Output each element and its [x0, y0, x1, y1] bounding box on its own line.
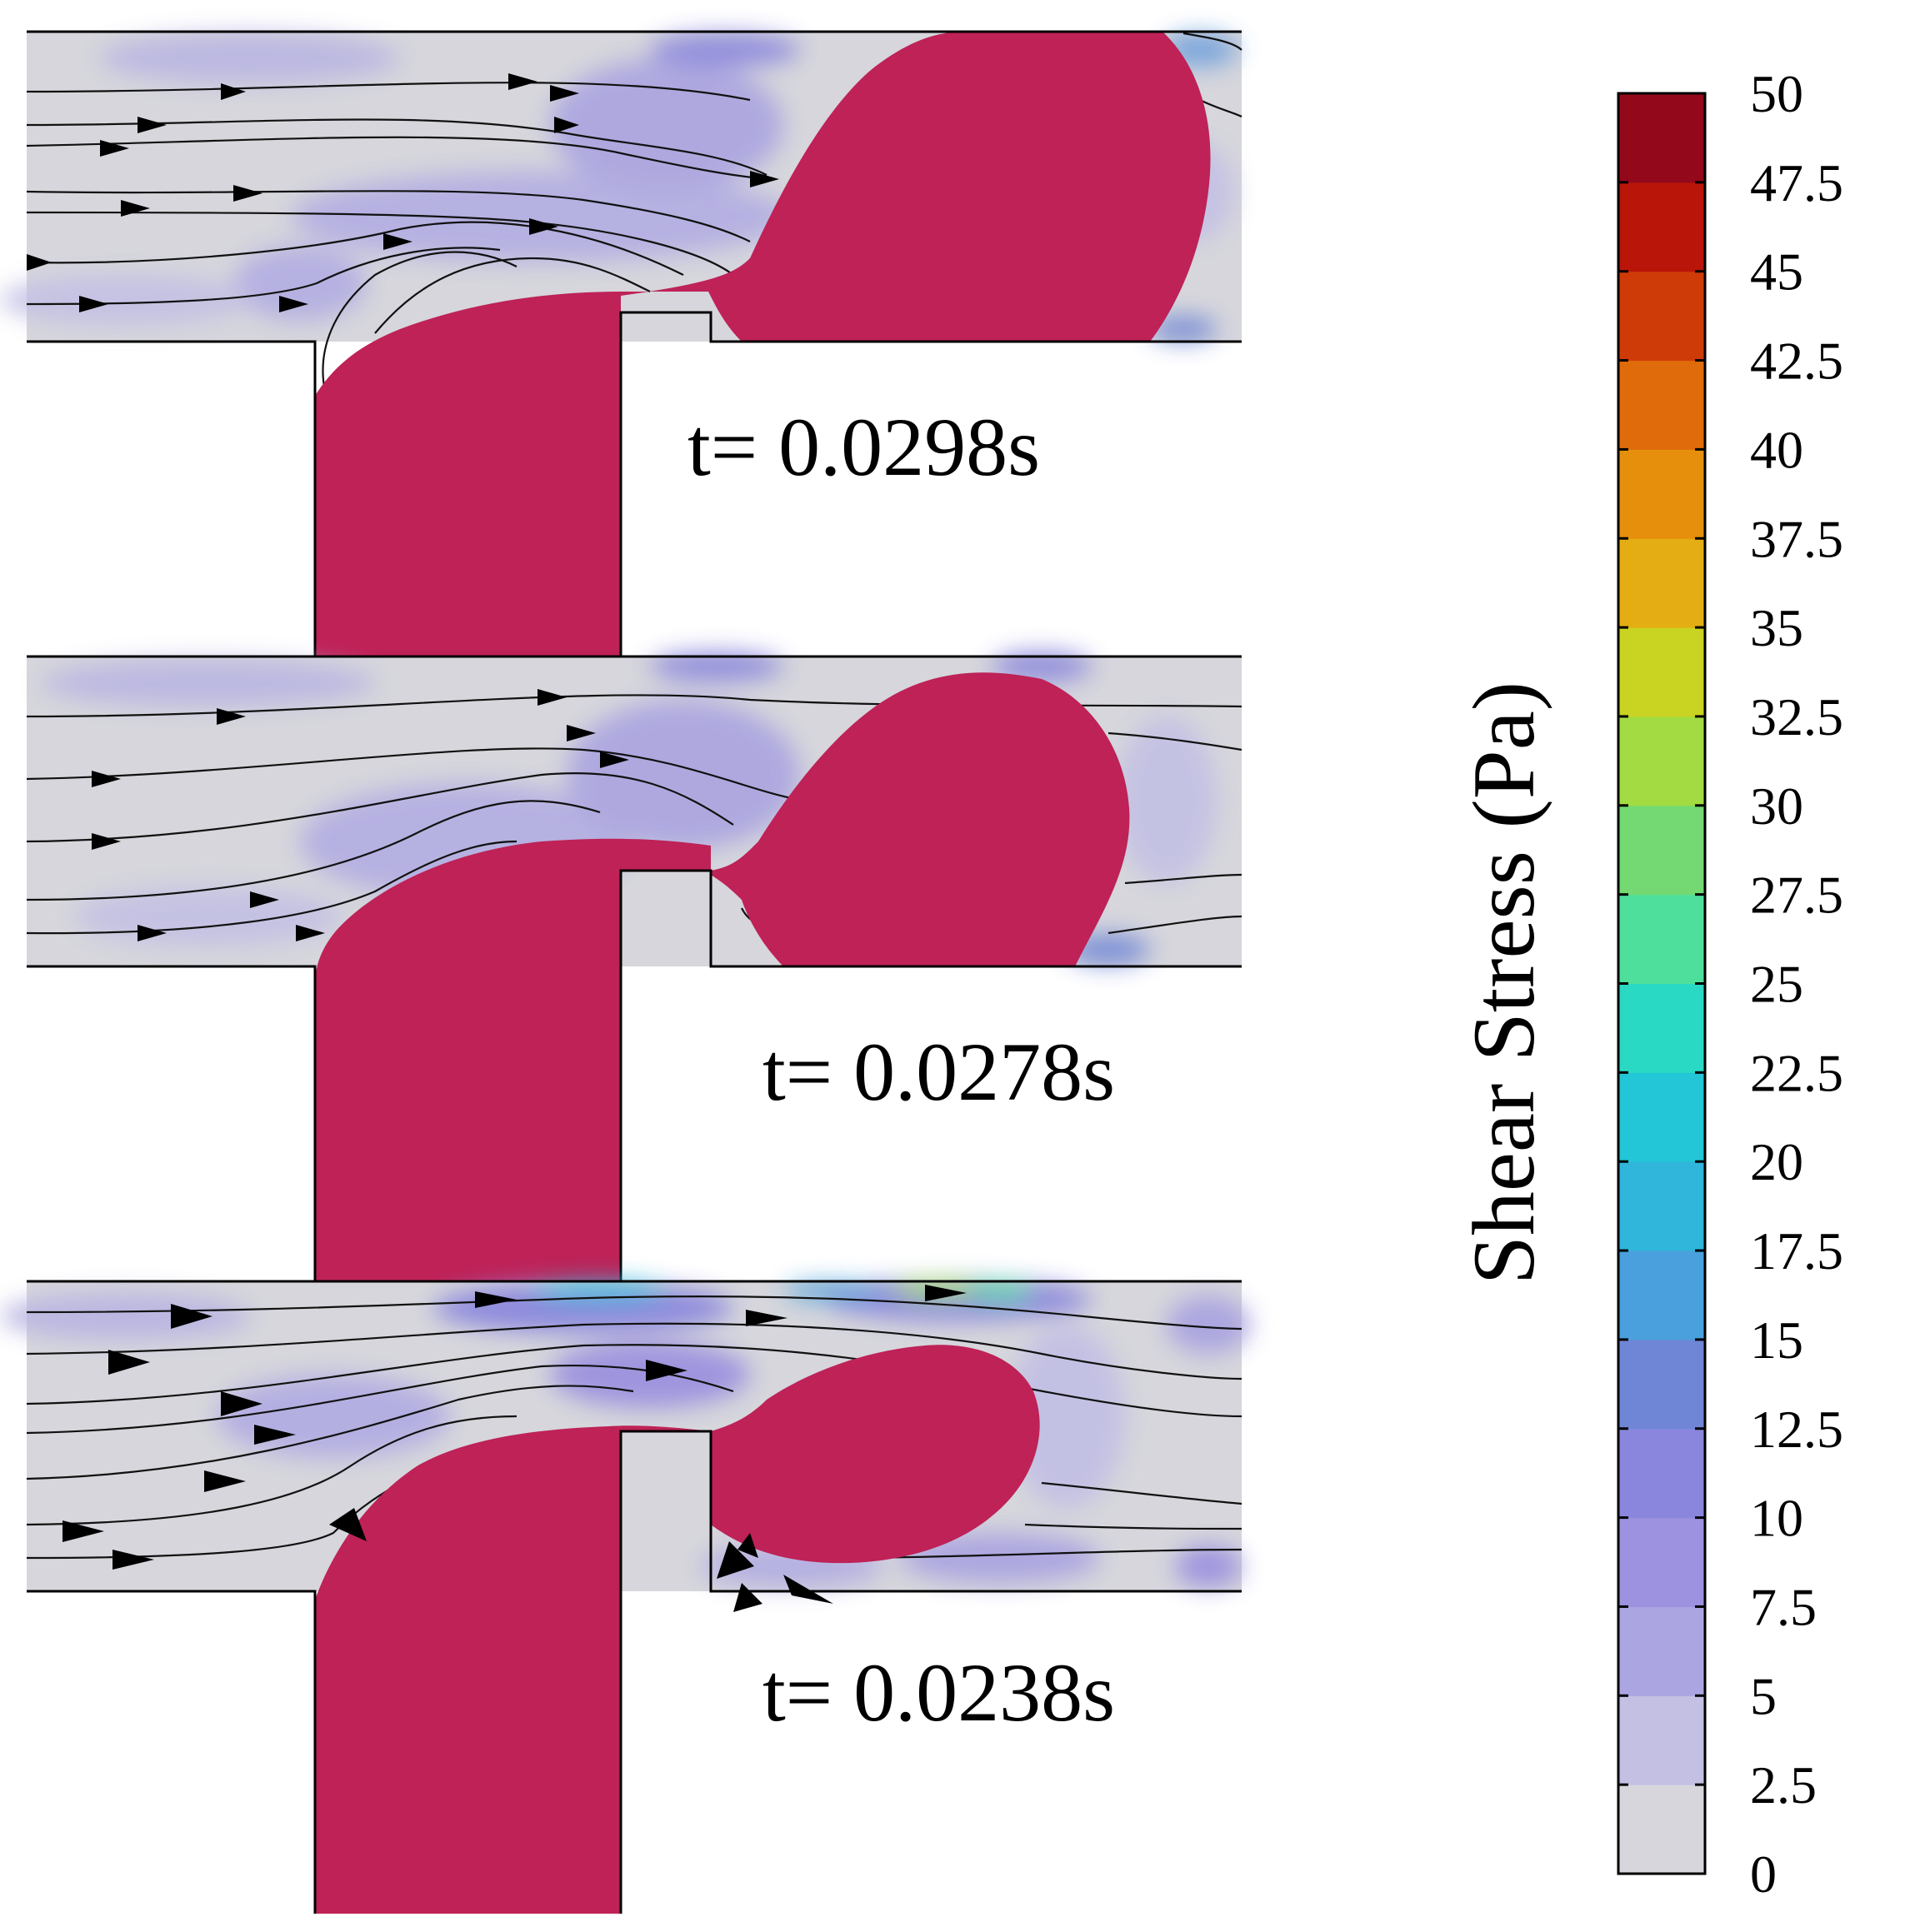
colorbar: 5047.54542.54037.53532.53027.52522.52017…: [1455, 64, 1843, 1904]
colorbar-tick-label: 32.5: [1750, 687, 1843, 746]
colorbar-tick-label: 25: [1750, 955, 1803, 1014]
time-label-1: t= 0.0298s: [688, 401, 1040, 493]
time-label-3: t= 0.0238s: [762, 1646, 1115, 1739]
time-label-2: t= 0.0278s: [762, 1026, 1115, 1118]
streamlines-3: [26, 1295, 1242, 1560]
colorbar-tick-label: 10: [1750, 1489, 1803, 1548]
colorbar-band: [1618, 271, 1705, 362]
colorbar-band: [1618, 627, 1705, 717]
colorbar-band: [1618, 1161, 1705, 1251]
channel-1-walls: [27, 30, 1242, 658]
colorbar-band: [1618, 449, 1705, 539]
colorbar-band: [1618, 1517, 1705, 1607]
colorbar-tick-label: 2.5: [1750, 1755, 1817, 1815]
colorbar-band: [1618, 1695, 1705, 1785]
droplet-1: [315, 32, 1211, 658]
colorbar-bands: [1618, 93, 1705, 1875]
colorbar-tick-label: 30: [1750, 776, 1803, 836]
arrows-1: [27, 73, 779, 312]
panel-3: t= 0.0238s: [0, 1279, 1250, 1914]
channel-3-walls: [27, 1280, 1242, 1914]
colorbar-band: [1618, 983, 1705, 1073]
colorbar-band: [1618, 1785, 1705, 1875]
colorbar-band: [1618, 182, 1705, 272]
colorbar-band: [1618, 1251, 1705, 1340]
colorbar-tick-label: 22.5: [1750, 1043, 1843, 1102]
colorbar-tick-label: 35: [1750, 598, 1803, 657]
colorbar-tick-label: 15: [1750, 1310, 1803, 1370]
colorbar-tick-label: 17.5: [1750, 1221, 1843, 1281]
colorbar-tick-label: 5: [1750, 1666, 1777, 1725]
colorbar-tick-label: 40: [1750, 420, 1803, 479]
streamlines-1: [26, 32, 1242, 392]
colorbar-band: [1618, 538, 1705, 628]
colorbar-ticks: 5047.54542.54037.53532.53027.52522.52017…: [1618, 64, 1843, 1904]
colorbar-band: [1618, 1072, 1705, 1162]
colorbar-tick-label: 12.5: [1750, 1400, 1843, 1459]
colorbar-tick-label: 7.5: [1750, 1577, 1817, 1636]
colorbar-band: [1618, 1606, 1705, 1696]
colorbar-band: [1618, 1428, 1705, 1519]
colorbar-tick-label: 20: [1750, 1132, 1803, 1191]
arrows-2: [92, 689, 629, 941]
colorbar-band: [1618, 93, 1705, 183]
colorbar-tick-label: 27.5: [1750, 866, 1843, 925]
channel-2-walls: [27, 655, 1242, 1283]
colorbar-tick-label: 37.5: [1750, 509, 1843, 568]
colorbar-band: [1618, 805, 1705, 896]
colorbar-band: [1618, 894, 1705, 984]
droplet-2: [315, 672, 1130, 1283]
panel-1: t= 0.0298s: [0, 30, 1242, 658]
colorbar-tick-label: 45: [1750, 242, 1803, 302]
colorbar-band: [1618, 1339, 1705, 1430]
colorbar-tick-label: 50: [1750, 64, 1803, 123]
colorbar-title: Shear Stress (Pa): [1455, 681, 1552, 1285]
colorbar-tick-label: 42.5: [1750, 332, 1843, 391]
droplet-3: [315, 1345, 1040, 1914]
colorbar-band: [1618, 716, 1705, 806]
panel-2: t= 0.0278s: [26, 651, 1242, 1283]
channel-3-shear-field: [0, 1279, 1250, 1591]
colorbar-band: [1618, 360, 1705, 450]
colorbar-tick-label: 0: [1750, 1845, 1777, 1904]
colorbar-tick-label: 47.5: [1750, 153, 1843, 212]
